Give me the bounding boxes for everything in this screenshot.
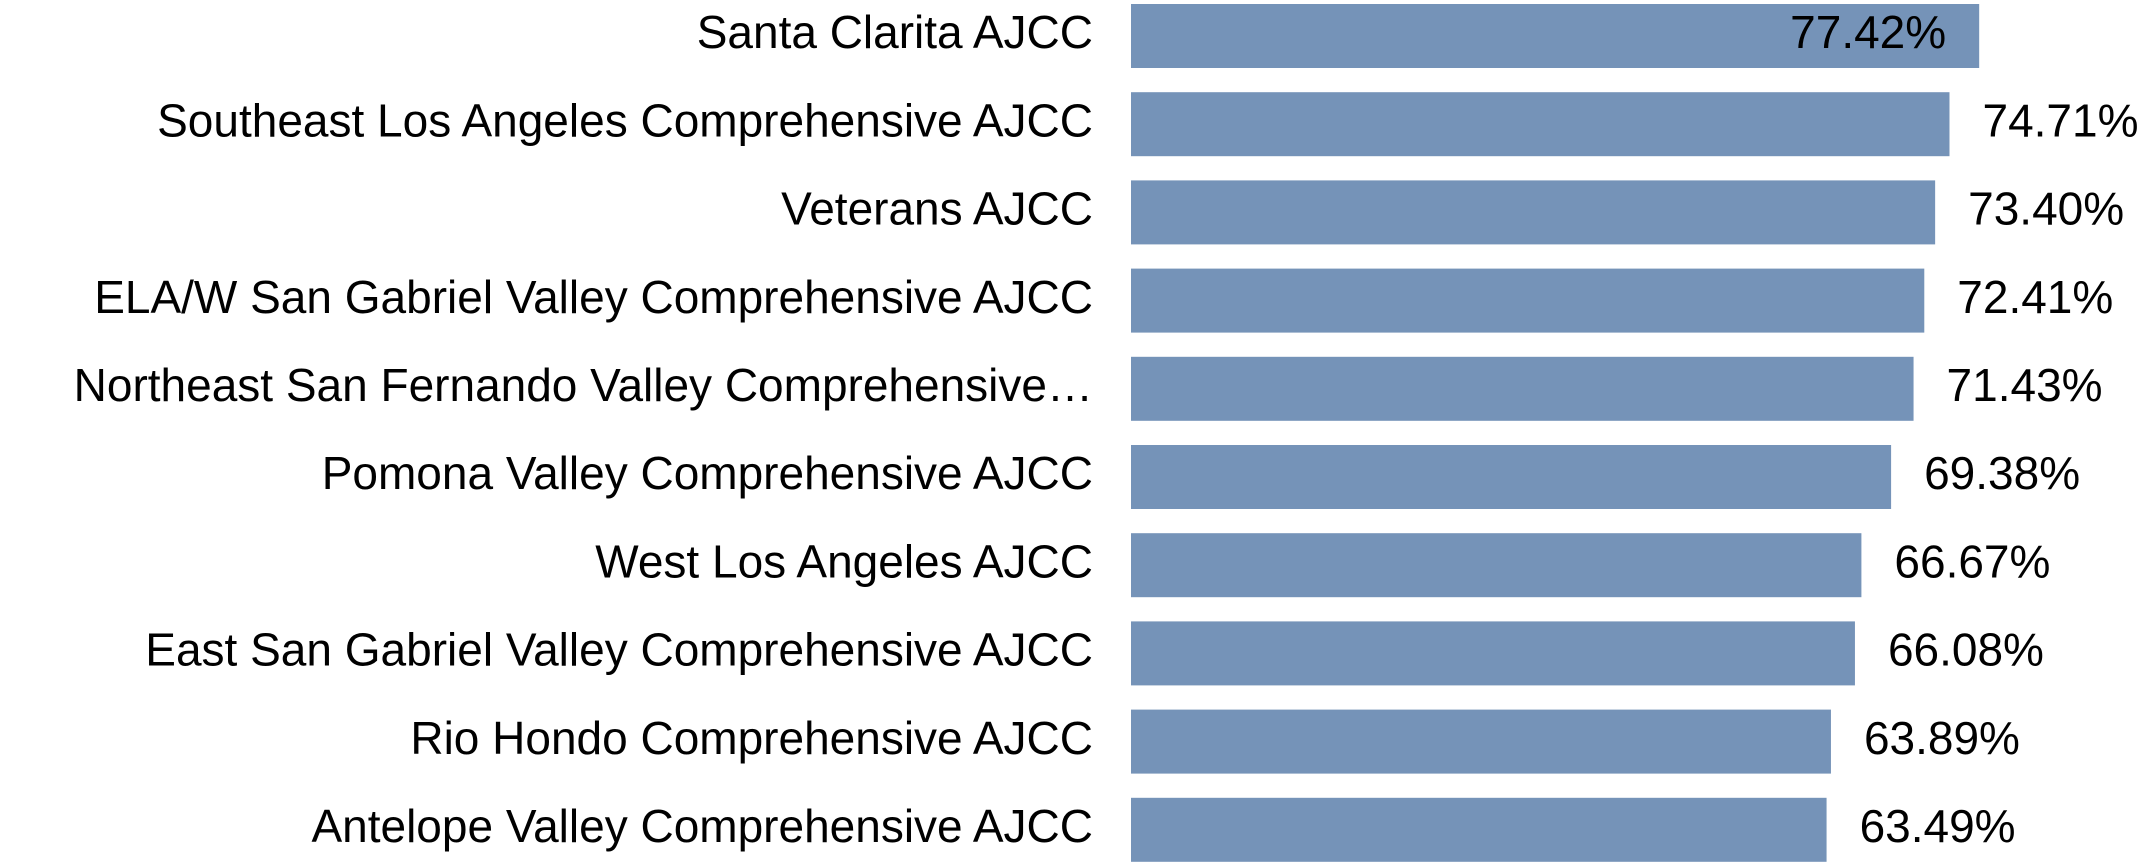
- category-label: West Los Angeles AJCC: [595, 535, 1093, 587]
- value-label: 66.08%: [1888, 624, 2044, 676]
- bar: [1131, 797, 1827, 862]
- category-label: Santa Clarita AJCC: [697, 6, 1093, 58]
- value-label: 74.71%: [1982, 94, 2138, 146]
- value-label: 72.41%: [1957, 271, 2113, 323]
- category-label: East San Gabriel Valley Comprehensive AJ…: [145, 624, 1093, 676]
- bar: [1131, 268, 1925, 333]
- value-label: 71.43%: [1947, 359, 2103, 411]
- bar: [1131, 533, 1862, 598]
- value-label: 63.89%: [1864, 712, 2020, 764]
- bar: [1131, 356, 1914, 421]
- value-label: 73.40%: [1968, 183, 2124, 235]
- bar: [1131, 4, 1980, 68]
- value-label: 69.38%: [1924, 447, 2080, 499]
- category-label: ELA/W San Gabriel Valley Comprehensive A…: [94, 271, 1093, 323]
- value-label: 63.49%: [1860, 800, 2016, 852]
- category-label: Antelope Valley Comprehensive AJCC: [311, 800, 1093, 852]
- category-label: Northeast San Fernando Valley Comprehens…: [74, 359, 1093, 411]
- bar: [1131, 621, 1855, 686]
- category-label: Rio Hondo Comprehensive AJCC: [410, 712, 1093, 764]
- category-label: Southeast Los Angeles Comprehensive AJCC: [157, 94, 1093, 146]
- bar: [1131, 709, 1831, 774]
- value-label: 77.42%: [1790, 6, 1946, 58]
- bar: [1131, 92, 1950, 157]
- category-label: Veterans AJCC: [781, 183, 1093, 235]
- bar: [1131, 180, 1936, 245]
- category-label: Pomona Valley Comprehensive AJCC: [322, 447, 1093, 499]
- bar: [1131, 445, 1892, 509]
- value-label: 66.67%: [1894, 535, 2050, 587]
